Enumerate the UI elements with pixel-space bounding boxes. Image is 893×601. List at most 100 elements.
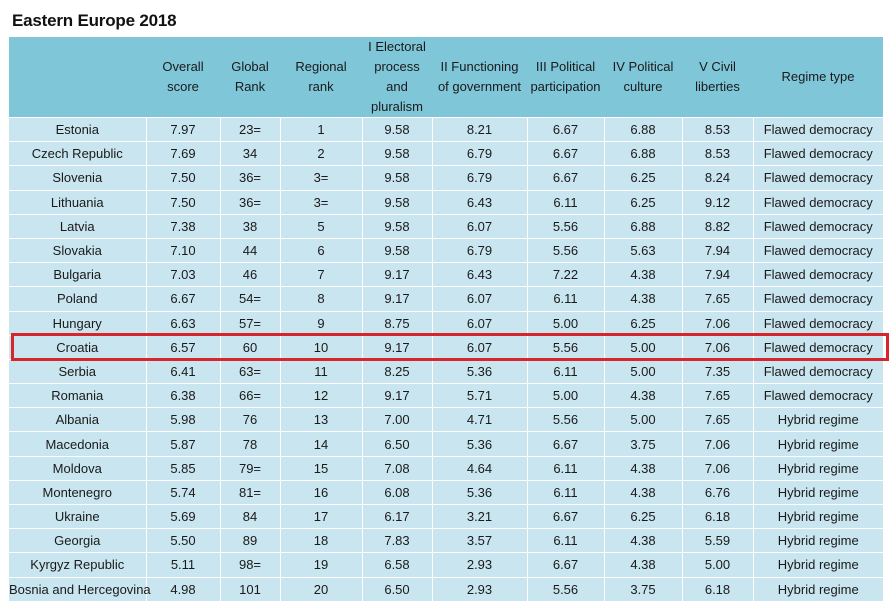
cell-electoral: 6.50 [361, 576, 432, 601]
cell-regime: Hybrid regime [752, 528, 883, 553]
cell-country: Serbia [9, 358, 146, 384]
cell-participation: 6.11 [526, 455, 604, 481]
cell-functioning: 6.43 [431, 262, 527, 287]
democracy-index-table-container: Overall score Global Rank Regional rank I E… [9, 37, 883, 601]
cell-participation: 6.67 [526, 431, 604, 457]
cell-global: 60 [219, 334, 280, 360]
cell-regional: 10 [279, 334, 362, 360]
cell-functioning: 6.79 [431, 141, 527, 166]
table-row: Slovakia 7.10 44 6 9.58 6.79 5.56 5.63 7.94 Flawe… [9, 237, 883, 263]
table-row: Moldova 5.85 79= 15 7.08 4.64 6.11 4.38 7.06 Hybr… [9, 455, 883, 481]
cell-liberties: 8.53 [681, 116, 753, 142]
cell-participation: 6.67 [526, 141, 604, 166]
cell-regional: 14 [279, 431, 362, 457]
cell-regional: 18 [279, 528, 362, 553]
cell-global: 79= [219, 455, 280, 481]
cell-participation: 6.11 [526, 479, 604, 505]
cell-electoral: 6.50 [361, 431, 432, 457]
cell-culture: 6.25 [603, 165, 682, 191]
cell-regional: 2 [279, 141, 362, 166]
cell-functioning: 5.36 [431, 479, 527, 505]
cell-overall: 7.97 [145, 116, 220, 142]
cell-overall: 7.10 [145, 237, 220, 263]
cell-liberties: 9.12 [681, 189, 753, 215]
cell-liberties: 7.65 [681, 383, 753, 408]
cell-overall: 5.69 [145, 503, 220, 529]
cell-regime: Hybrid regime [752, 503, 883, 529]
table-row: Serbia 6.41 63= 11 8.25 5.36 6.11 5.00 7.35 Flawe… [9, 358, 883, 384]
cell-culture: 5.00 [603, 407, 682, 432]
cell-overall: 5.98 [145, 407, 220, 432]
column-header-participation: III Political participation [527, 37, 604, 118]
cell-culture: 4.38 [603, 528, 682, 553]
cell-country: Poland [9, 286, 146, 311]
table-row: Bulgaria 7.03 46 7 9.17 6.43 7.22 4.38 7.94 Flawe… [9, 262, 883, 287]
table-row: Kyrgyz Republic 5.11 98= 19 6.58 2.93 6.67 4.38… [9, 552, 883, 578]
cell-global: 81= [219, 479, 280, 505]
cell-functioning: 6.07 [431, 310, 527, 336]
column-header-regional: Regional rank [280, 37, 362, 118]
cell-overall: 7.69 [145, 141, 220, 166]
cell-functioning: 3.57 [431, 528, 527, 553]
cell-functioning: 3.21 [431, 503, 527, 529]
cell-regional: 19 [279, 552, 362, 578]
table-row: Montenegro 5.74 81= 16 6.08 5.36 6.11 4.38 6.76 H… [9, 479, 883, 505]
cell-regime: Flawed democracy [752, 213, 883, 239]
table-row: Slovenia 7.50 36= 3= 9.58 6.79 6.67 6.25 8.24 Fla… [9, 165, 883, 191]
cell-regime: Hybrid regime [752, 576, 883, 601]
cell-global: 46 [219, 262, 280, 287]
cell-liberties: 7.94 [681, 237, 753, 263]
cell-liberties: 6.18 [681, 503, 753, 529]
cell-participation: 5.56 [526, 407, 604, 432]
cell-participation: 6.67 [526, 165, 604, 191]
cell-regional: 15 [279, 455, 362, 481]
cell-participation: 6.11 [526, 528, 604, 553]
cell-liberties: 8.82 [681, 213, 753, 239]
cell-overall: 6.63 [145, 310, 220, 336]
cell-global: 89 [219, 528, 280, 553]
table-title: Eastern Europe 2018 [12, 11, 177, 30]
cell-regime: Hybrid regime [752, 407, 883, 432]
cell-overall: 7.50 [145, 189, 220, 215]
cell-participation: 6.67 [526, 503, 604, 529]
cell-functioning: 6.07 [431, 213, 527, 239]
cell-functioning: 5.71 [431, 383, 527, 408]
cell-regime: Flawed democracy [752, 165, 883, 191]
cell-global: 36= [219, 189, 280, 215]
cell-liberties: 5.00 [681, 552, 753, 578]
cell-regime: Hybrid regime [752, 552, 883, 578]
cell-electoral: 7.08 [361, 455, 432, 481]
cell-electoral: 9.58 [361, 237, 432, 263]
cell-regional: 1 [279, 116, 362, 142]
cell-global: 98= [219, 552, 280, 578]
democracy-index-table: Overall score Global Rank Regional rank I E… [9, 37, 883, 601]
cell-regime: Flawed democracy [752, 334, 883, 360]
cell-electoral: 9.58 [361, 165, 432, 191]
cell-liberties: 7.06 [681, 455, 753, 481]
cell-regional: 11 [279, 358, 362, 384]
cell-liberties: 7.65 [681, 286, 753, 311]
cell-participation: 5.00 [526, 310, 604, 336]
cell-culture: 3.75 [603, 431, 682, 457]
table-body: Estonia 7.97 23= 1 9.58 8.21 6.67 6.88 8.53 Flawe… [9, 116, 883, 601]
cell-country: Macedonia [9, 431, 146, 457]
cell-overall: 5.50 [145, 528, 220, 553]
cell-culture: 4.38 [603, 552, 682, 578]
cell-functioning: 6.07 [431, 286, 527, 311]
cell-participation: 6.67 [526, 552, 604, 578]
column-header-liberties: V Civil liberties [682, 37, 753, 118]
cell-regional: 7 [279, 262, 362, 287]
column-header-global: Global Rank [220, 37, 280, 118]
table-row: Hungary 6.63 57= 9 8.75 6.07 5.00 6.25 7.06 Flawe… [9, 310, 883, 336]
table-row: Georgia 5.50 89 18 7.83 3.57 6.11 4.38 5.59 Hybri… [9, 528, 883, 553]
cell-liberties: 7.06 [681, 310, 753, 336]
cell-functioning: 5.36 [431, 358, 527, 384]
cell-overall: 5.87 [145, 431, 220, 457]
cell-country: Slovenia [9, 165, 146, 191]
cell-liberties: 7.06 [681, 334, 753, 360]
cell-culture: 6.25 [603, 310, 682, 336]
cell-liberties: 5.59 [681, 528, 753, 553]
cell-participation: 6.11 [526, 286, 604, 311]
cell-overall: 5.74 [145, 479, 220, 505]
cell-electoral: 8.75 [361, 310, 432, 336]
